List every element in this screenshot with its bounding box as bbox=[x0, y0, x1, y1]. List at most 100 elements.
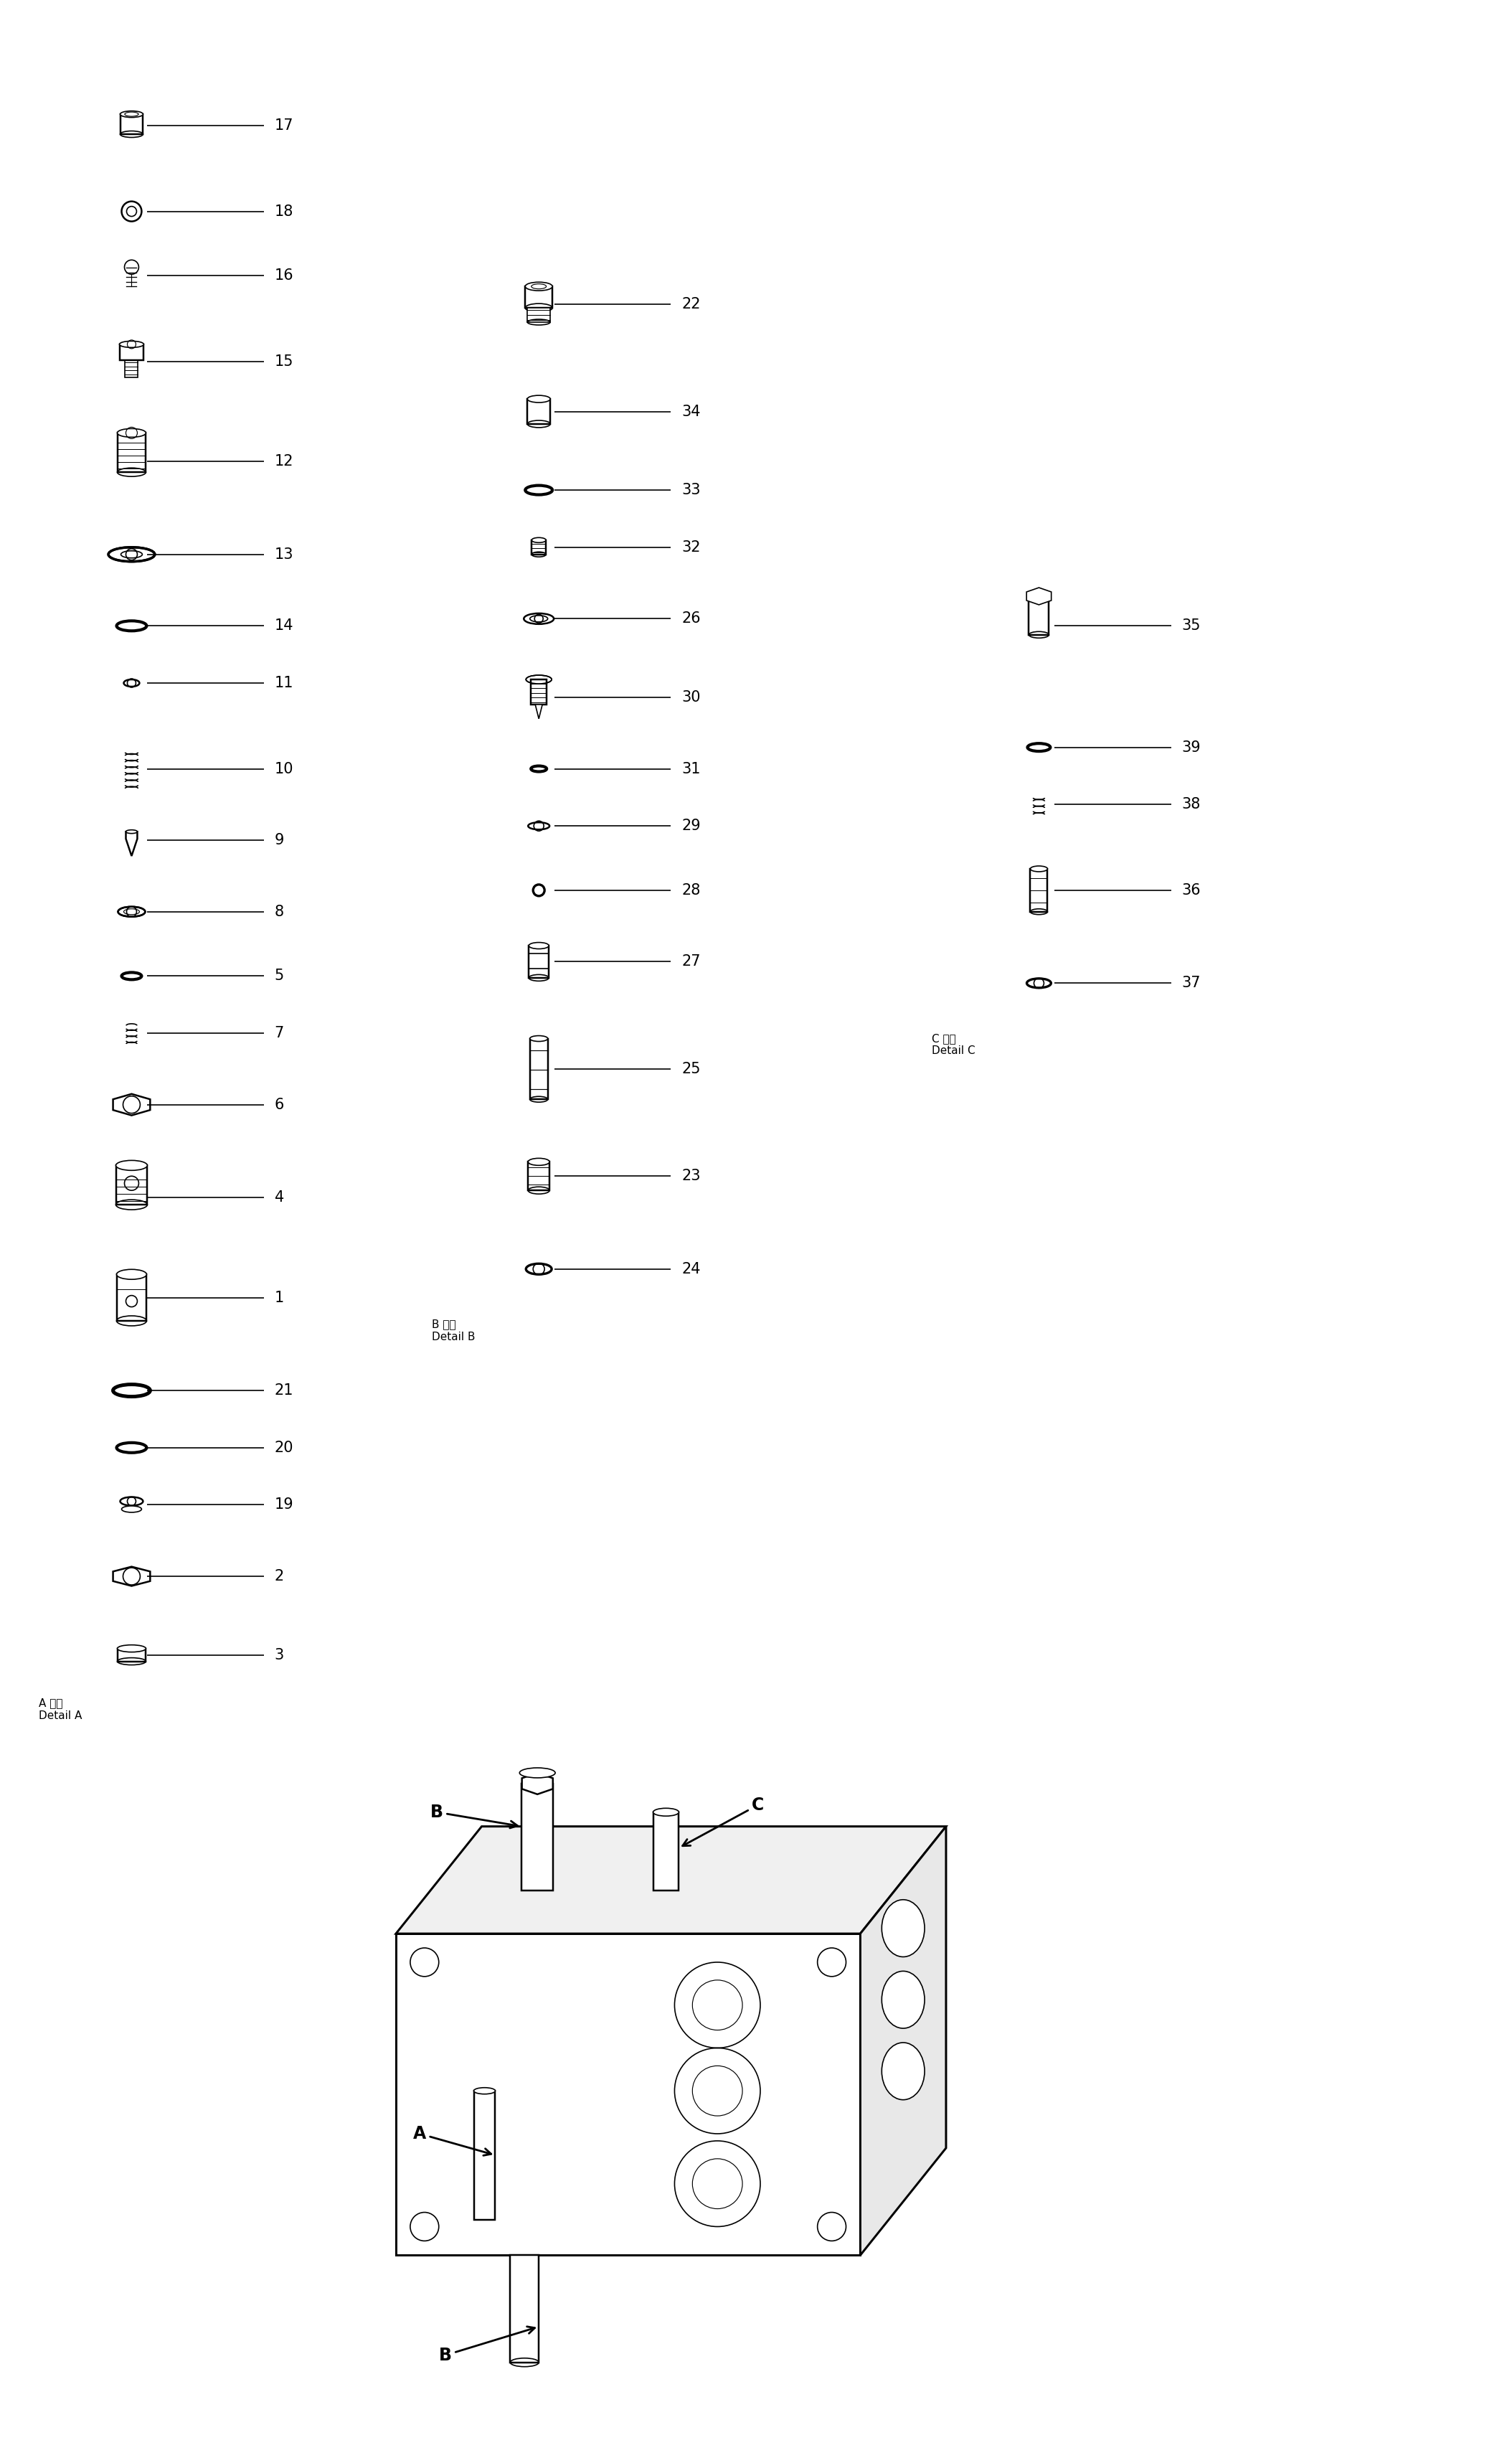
Bar bbox=[119, 115, 144, 135]
Ellipse shape bbox=[523, 613, 553, 623]
Text: 32: 32 bbox=[682, 540, 700, 554]
Bar bbox=[531, 679, 547, 704]
Bar bbox=[116, 1165, 147, 1204]
Ellipse shape bbox=[109, 547, 154, 562]
Bar bbox=[118, 1648, 145, 1661]
Ellipse shape bbox=[525, 282, 552, 292]
Ellipse shape bbox=[881, 1899, 925, 1957]
Ellipse shape bbox=[121, 1506, 142, 1514]
Bar bbox=[473, 2090, 496, 2220]
Bar bbox=[522, 1783, 553, 1891]
Text: 34: 34 bbox=[682, 405, 700, 419]
Text: 23: 23 bbox=[682, 1170, 700, 1182]
Polygon shape bbox=[535, 704, 543, 719]
Text: 4: 4 bbox=[275, 1190, 284, 1204]
Text: 6: 6 bbox=[275, 1096, 284, 1111]
Text: 1: 1 bbox=[275, 1290, 284, 1305]
Ellipse shape bbox=[119, 110, 144, 118]
Text: 35: 35 bbox=[1182, 618, 1201, 633]
Ellipse shape bbox=[119, 1496, 144, 1506]
Ellipse shape bbox=[118, 429, 145, 437]
Text: 31: 31 bbox=[682, 760, 700, 775]
Text: 7: 7 bbox=[275, 1025, 284, 1040]
Ellipse shape bbox=[526, 1263, 552, 1276]
Ellipse shape bbox=[118, 1646, 145, 1651]
Text: A: A bbox=[413, 2124, 491, 2156]
Bar bbox=[525, 287, 552, 307]
Text: 38: 38 bbox=[1182, 797, 1201, 812]
Polygon shape bbox=[522, 1774, 553, 1793]
Ellipse shape bbox=[520, 1769, 555, 1778]
Bar bbox=[528, 400, 550, 424]
Bar bbox=[118, 432, 145, 473]
Ellipse shape bbox=[118, 908, 145, 917]
Ellipse shape bbox=[119, 341, 144, 348]
Text: 16: 16 bbox=[275, 267, 293, 282]
Polygon shape bbox=[125, 832, 138, 856]
Polygon shape bbox=[396, 1827, 947, 1933]
Text: 29: 29 bbox=[682, 819, 700, 834]
Polygon shape bbox=[396, 1933, 860, 2254]
Text: 12: 12 bbox=[275, 454, 293, 469]
Text: 28: 28 bbox=[682, 883, 700, 898]
Bar bbox=[119, 343, 144, 361]
Polygon shape bbox=[860, 1827, 947, 2254]
Ellipse shape bbox=[528, 395, 550, 402]
Ellipse shape bbox=[528, 822, 549, 829]
Text: 5: 5 bbox=[275, 969, 284, 984]
Polygon shape bbox=[1027, 589, 1051, 606]
Text: 22: 22 bbox=[682, 297, 700, 312]
Bar bbox=[653, 1813, 679, 1891]
Text: C 詳細
Detail C: C 詳細 Detail C bbox=[931, 1033, 975, 1057]
Bar bbox=[1028, 599, 1049, 635]
Ellipse shape bbox=[881, 2043, 925, 2100]
Text: 14: 14 bbox=[275, 618, 293, 633]
Text: B: B bbox=[438, 2325, 535, 2365]
Text: 39: 39 bbox=[1182, 741, 1201, 756]
Text: B 詳細
Detail B: B 詳細 Detail B bbox=[431, 1320, 475, 1342]
Text: 17: 17 bbox=[275, 118, 293, 132]
Ellipse shape bbox=[116, 1268, 147, 1280]
Text: 20: 20 bbox=[275, 1440, 293, 1455]
Bar bbox=[528, 307, 550, 321]
Text: 27: 27 bbox=[682, 954, 700, 969]
Bar bbox=[529, 1038, 547, 1099]
Text: 26: 26 bbox=[682, 611, 700, 626]
Text: 18: 18 bbox=[275, 204, 293, 218]
Text: 15: 15 bbox=[275, 353, 293, 368]
Ellipse shape bbox=[653, 1808, 679, 1815]
Text: 10: 10 bbox=[275, 760, 293, 775]
Text: 2: 2 bbox=[275, 1570, 284, 1585]
Bar bbox=[532, 540, 546, 554]
Ellipse shape bbox=[124, 679, 139, 687]
Text: 11: 11 bbox=[275, 677, 293, 689]
Bar bbox=[116, 1276, 147, 1320]
Text: 36: 36 bbox=[1182, 883, 1201, 898]
Text: 37: 37 bbox=[1182, 976, 1201, 991]
Text: 33: 33 bbox=[682, 483, 700, 498]
Text: 30: 30 bbox=[682, 689, 700, 704]
Ellipse shape bbox=[526, 675, 552, 684]
Text: A 詳細
Detail A: A 詳細 Detail A bbox=[39, 1697, 82, 1722]
Ellipse shape bbox=[529, 1035, 547, 1043]
Text: 8: 8 bbox=[275, 905, 284, 920]
Polygon shape bbox=[113, 1094, 150, 1116]
Bar bbox=[1030, 868, 1048, 913]
Text: 24: 24 bbox=[682, 1261, 700, 1276]
Bar bbox=[529, 947, 549, 979]
Ellipse shape bbox=[1027, 979, 1051, 989]
Text: 21: 21 bbox=[275, 1383, 293, 1398]
Text: 19: 19 bbox=[275, 1499, 293, 1511]
Ellipse shape bbox=[473, 2088, 496, 2095]
Ellipse shape bbox=[116, 1160, 147, 1170]
Ellipse shape bbox=[528, 1158, 549, 1165]
Ellipse shape bbox=[532, 537, 546, 542]
Ellipse shape bbox=[881, 1972, 925, 2029]
Ellipse shape bbox=[1030, 866, 1048, 871]
Circle shape bbox=[534, 886, 544, 895]
Text: B: B bbox=[431, 1803, 517, 1827]
Text: C: C bbox=[682, 1796, 764, 1845]
Bar bbox=[510, 2254, 538, 2362]
Polygon shape bbox=[113, 1567, 150, 1587]
Text: 9: 9 bbox=[275, 834, 284, 846]
